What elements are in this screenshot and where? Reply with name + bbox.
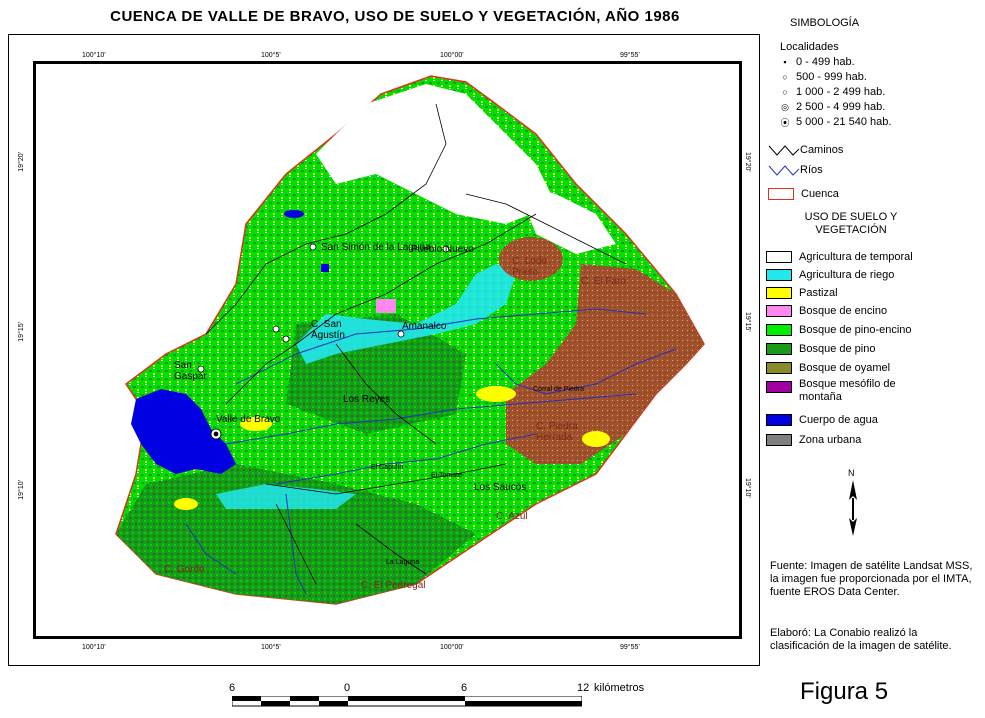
- swatch-pastizal: [766, 287, 792, 299]
- swatch-encino: [766, 305, 792, 317]
- scale-label-2: 0: [344, 682, 351, 694]
- legend-mesofilo: Bosque mesófilo de montaña: [766, 377, 939, 405]
- legend-agua: Cuerpo de agua: [766, 413, 878, 427]
- oyamel-forest-east: [506, 264, 704, 464]
- map-outer-frame: [8, 34, 760, 666]
- coord-bottom-3: 100°00': [440, 644, 464, 651]
- small-pond-center: [321, 264, 329, 272]
- coord-top-3: 100°00': [440, 52, 464, 59]
- legend-pino: Bosque de pino: [766, 342, 875, 356]
- grassland-patch-2: [582, 431, 610, 447]
- swatch-oyamel: [766, 362, 792, 374]
- swatch-temporal: [766, 251, 792, 263]
- legend-oyamel: Bosque de oyamel: [766, 361, 890, 375]
- scale-label-4: 12: [577, 682, 590, 694]
- locality-class-2: ○ 500 - 999 hab.: [782, 71, 867, 83]
- coord-top-1: 100°10': [82, 52, 106, 59]
- label-el-capulin: El Capulín: [371, 464, 404, 471]
- rivers-line-icon: [768, 165, 800, 176]
- label-valle-de-bravo: Valle de Bravo: [216, 414, 281, 425]
- scale-bar: [232, 696, 582, 707]
- legend-pastizal: Pastizal: [766, 286, 838, 300]
- label-c-gordo: C. Gordo: [164, 564, 205, 575]
- swatch-urbana: [766, 434, 792, 446]
- legend-heading: SIMBOLOGÍA: [790, 17, 860, 29]
- coord-right-2: 19°15': [744, 312, 751, 332]
- grassland-patch-3: [240, 417, 272, 431]
- label-corral-de-piedra: Corral de Piedra: [533, 386, 584, 393]
- swatch-mesofilo: [766, 381, 792, 393]
- map-panel[interactable]: San Simón de la Laguna Pueblo Nuevo C. L…: [33, 61, 742, 639]
- pine-forest-south: [116, 464, 476, 604]
- scale-label-3: 6: [461, 682, 468, 694]
- legend-rivers: Ríos: [768, 163, 823, 177]
- temporal-agriculture-north: [316, 84, 556, 224]
- temporal-agriculture-ne: [516, 184, 616, 254]
- coord-left-2: 19°15': [18, 322, 25, 342]
- valle-de-bravo-reservoir: [131, 389, 236, 474]
- swatch-agua: [766, 414, 792, 426]
- roads: [205, 103, 627, 585]
- legend-pino-encino: Bosque de pino-encino: [766, 323, 912, 337]
- label-la-laguna: La Laguna: [386, 559, 420, 566]
- scale-label-1: 6: [229, 682, 236, 694]
- land-use-map: [115, 75, 705, 605]
- legend-encino: Bosque de encino: [766, 304, 887, 318]
- coord-bottom-4: 99°55': [620, 644, 640, 651]
- legend-roads: Caminos: [768, 143, 843, 157]
- land-use-title: USO DE SUELO Y VEGETACIÓN: [804, 211, 898, 236]
- label-los-reyes: Los Reyes: [343, 394, 391, 405]
- source-note: Fuente: Imagen de satélite Landsat MSS, …: [770, 560, 973, 598]
- coord-right-1: 19°20': [744, 152, 751, 172]
- coord-left-1: 19°20': [18, 152, 25, 172]
- legend-urbana: Zona urbana: [766, 433, 861, 447]
- north-label: N: [848, 468, 855, 478]
- locality-class-4: ◎ 2 500 - 4 999 hab.: [781, 101, 886, 113]
- label-c-el-faro: C. El Faro: [581, 276, 627, 287]
- cerro-lodo-prieto: [499, 237, 563, 281]
- label-los-saucos: Los Saucos: [474, 482, 527, 493]
- coord-left-3: 19°10': [18, 480, 25, 500]
- coord-bottom-2: 100°5': [261, 644, 281, 651]
- rivers: [185, 308, 677, 595]
- figure-number: Figura 5: [800, 678, 889, 705]
- oak-forest-patch: [376, 299, 396, 313]
- locality-class-5: ⦿ 5 000 - 21 540 hab.: [780, 116, 892, 128]
- label-c-piedra-herrada: C. Piedra Herrada: [536, 421, 578, 443]
- legend-basin: Cuenca: [768, 187, 839, 201]
- locality-class-3: ○ 1 000 - 2 499 hab.: [782, 86, 886, 98]
- label-san-gaspar: San Gaspar: [174, 360, 207, 382]
- north-arrow-icon: [849, 480, 857, 536]
- basin-swatch: [768, 188, 794, 200]
- coord-right-3: 19°10': [744, 478, 751, 498]
- coord-top-4: 99°55': [620, 52, 640, 59]
- label-amanalco: Amanalco: [402, 321, 447, 332]
- locality-class-1: ▪ 0 - 499 hab.: [783, 56, 855, 68]
- swatch-pino: [766, 343, 792, 355]
- localities: [197, 243, 450, 440]
- label-san-simon: San Simón de la Laguna: [321, 242, 431, 253]
- legend-temporal: Agricultura de temporal: [766, 250, 913, 264]
- label-pueblo-nuevo: Pueblo Nuevo: [411, 244, 474, 255]
- localities-title: Localidades: [780, 41, 839, 53]
- label-el-tomate: El Tomate: [431, 472, 462, 479]
- label-c-azul: C. Azul: [496, 511, 528, 522]
- label-c-lodo-prieto: C. Lodo Prieto: [512, 256, 548, 278]
- map-title: CUENCA DE VALLE DE BRAVO, USO DE SUELO Y…: [110, 8, 680, 25]
- label-c-san-agustin: C. San Agustín: [311, 319, 345, 341]
- credit-note: Elaboró: La Conabio realizó la clasifica…: [770, 627, 952, 652]
- coord-top-2: 100°5': [261, 52, 281, 59]
- coord-bottom-1: 100°10': [82, 644, 106, 651]
- label-c-el-pedregal: C. El Pedregal: [361, 580, 426, 591]
- small-pond-north: [284, 210, 304, 218]
- swatch-riego: [766, 269, 792, 281]
- grassland-patch-1: [476, 386, 516, 402]
- swatch-pino-encino: [766, 324, 792, 336]
- irrigated-agriculture: [296, 264, 516, 364]
- grassland-patch-4: [174, 498, 198, 510]
- scale-unit: kilómetros: [594, 682, 645, 694]
- legend-riego: Agricultura de riego: [766, 268, 894, 282]
- roads-line-icon: [768, 145, 800, 156]
